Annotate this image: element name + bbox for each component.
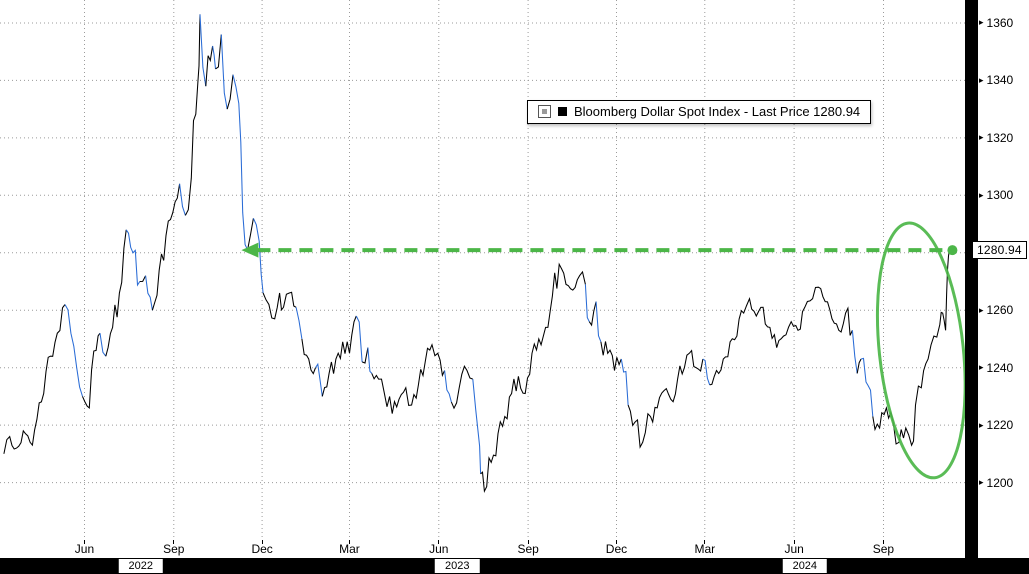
month-label: Sep (872, 542, 895, 556)
grid (0, 0, 965, 540)
x-axis-tick (793, 540, 795, 544)
month-label: Sep (163, 542, 185, 556)
month-label: Dec (251, 542, 273, 556)
y-axis-tick: ▸ 1300 (979, 187, 1013, 203)
month-label: Jun (429, 542, 449, 556)
y-axis-strip (965, 0, 978, 558)
y-tick-arrow-icon: ▸ (979, 132, 984, 143)
y-axis-label: 1260 (986, 303, 1014, 318)
y-axis-label: 1340 (986, 73, 1014, 88)
y-axis: 1280.94 ▸1200▸1220▸1240▸1260▸1280▸1300▸1… (965, 0, 1029, 558)
last-price-tag: 1280.94 (972, 241, 1027, 260)
y-tick-arrow-icon: ▸ (979, 477, 984, 488)
y-axis-tick: ▸ 1200 (979, 475, 1013, 491)
legend[interactable]: Bloomberg Dollar Spot Index - Last Price… (527, 100, 872, 124)
y-tick-arrow-icon: ▸ (979, 189, 984, 200)
legend-series-swatch (558, 107, 567, 116)
legend-series-label: Bloomberg Dollar Spot Index - Last Price… (574, 104, 861, 119)
y-axis-tick: ▸ 1220 (979, 417, 1013, 433)
month-label: Jun (784, 542, 804, 556)
y-tick-arrow-icon: ▸ (979, 74, 984, 85)
x-axis-tick (438, 540, 440, 544)
y-axis-tick: ▸ 1260 (979, 302, 1013, 318)
y-axis-label: 1300 (986, 188, 1014, 203)
last-price-dot (947, 245, 958, 256)
price-chart-svg (0, 0, 965, 540)
green-dashed-arrow (241, 242, 946, 258)
y-axis-tick: ▸ 1340 (979, 72, 1013, 88)
month-label: Dec (605, 542, 628, 556)
y-axis-tick: ▸ 1360 (979, 15, 1013, 31)
x-axis-tick (173, 540, 175, 544)
y-axis-tick: ▸ 1240 (979, 360, 1013, 376)
year-label: 2022 (118, 559, 164, 573)
month-label: Jun (74, 542, 95, 556)
y-tick-arrow-icon: ▸ (979, 362, 984, 373)
y-axis-label: 1240 (986, 360, 1014, 375)
y-axis-label: 1320 (986, 130, 1014, 145)
year-bar: 2022 2023 2024 (0, 558, 1029, 574)
x-axis-months: Jun Sep Dec Mar Jun Sep Dec Mar Jun Sep (0, 540, 965, 558)
x-axis-tick (348, 540, 350, 544)
arrowhead-left-icon (241, 242, 259, 258)
x-axis-tick (615, 540, 617, 544)
x-axis-tick (527, 540, 529, 544)
y-tick-arrow-icon: ▸ (979, 17, 984, 28)
green-ellipse (875, 221, 965, 480)
legend-checkbox-icon[interactable] (538, 105, 551, 118)
x-axis-tick (261, 540, 263, 544)
y-axis-label: 1220 (986, 418, 1014, 433)
month-label: Mar (694, 542, 716, 556)
y-axis-label: 1200 (986, 475, 1014, 490)
price-line (3, 14, 953, 494)
x-axis-tick (704, 540, 706, 544)
y-tick-arrow-icon: ▸ (979, 419, 984, 430)
month-label: Sep (517, 542, 539, 556)
y-axis-tick: ▸ 1320 (979, 130, 1013, 146)
x-axis-tick (882, 540, 884, 544)
y-tick-arrow-icon: ▸ (979, 304, 984, 315)
month-label: Mar (339, 542, 360, 556)
x-axis-tick (83, 540, 85, 544)
plot-area: Bloomberg Dollar Spot Index - Last Price… (0, 0, 965, 540)
y-axis-label: 1360 (986, 15, 1014, 30)
year-label: 2024 (782, 559, 828, 573)
year-label: 2023 (435, 559, 480, 573)
